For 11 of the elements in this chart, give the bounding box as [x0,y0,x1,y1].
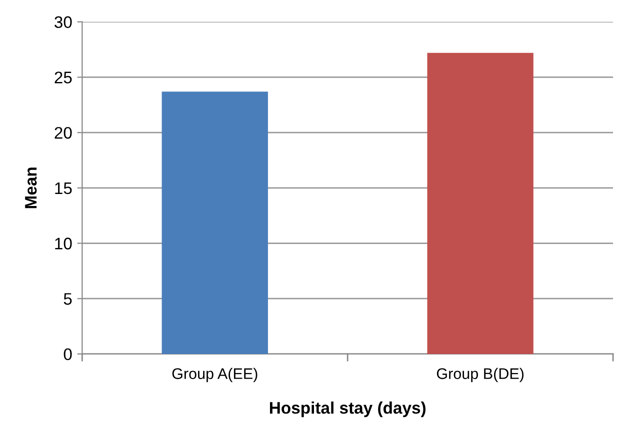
y-tick-label: 10 [55,238,72,250]
y-tick-label: 25 [54,72,72,84]
y-tick-label: 5 [64,293,72,305]
x-tick-label: Group B(DE) [436,368,524,382]
x-tick-label: Group A(EE) [172,368,258,382]
y-tick-label: 15 [55,182,72,194]
y-tick-label: 30 [54,16,72,28]
y-tick-label: 20 [54,126,72,139]
y-tick-label: 0 [64,348,72,360]
x-axis-title: Hospital stay (days) [270,402,426,418]
y-axis-title: Mean [25,168,37,208]
